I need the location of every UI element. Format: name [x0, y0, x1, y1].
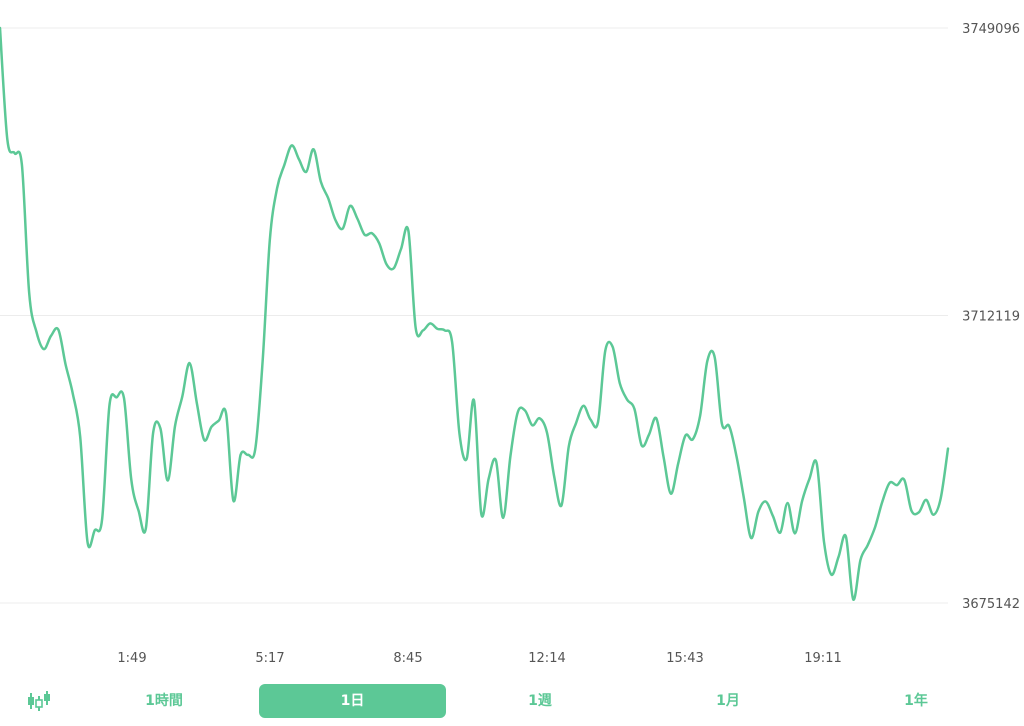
y-tick-label: 3712119 — [962, 310, 1020, 325]
x-tick-label: 8:45 — [393, 651, 422, 666]
x-tick-label: 19:11 — [804, 651, 841, 666]
y-axis-labels: 3749096 3712119 3675142 — [962, 22, 1020, 612]
tab-1-year[interactable]: 1年 — [904, 693, 928, 709]
series-line — [0, 26, 950, 601]
x-tick-label: 5:17 — [255, 651, 284, 666]
candlestick-icon[interactable] — [26, 688, 52, 714]
y-tick-label: 3749096 — [962, 22, 1020, 37]
x-axis-labels: 1:49 5:17 8:45 12:14 15:43 19:11 — [117, 651, 841, 666]
tab-1-week[interactable]: 1週 — [528, 693, 552, 709]
x-tick-label: 1:49 — [117, 651, 146, 666]
x-tick-label: 15:43 — [666, 651, 703, 666]
tab-1-month[interactable]: 1月 — [716, 693, 740, 709]
tab-1-hour[interactable]: 1時間 — [145, 693, 183, 709]
grid-lines — [0, 27, 948, 604]
tab-1-day[interactable]: 1日 — [259, 684, 446, 718]
timeframe-bar: 1時間 1日 1週 1月 1年 — [0, 680, 1024, 724]
y-tick-label: 3675142 — [962, 597, 1020, 612]
x-tick-label: 12:14 — [528, 651, 565, 666]
